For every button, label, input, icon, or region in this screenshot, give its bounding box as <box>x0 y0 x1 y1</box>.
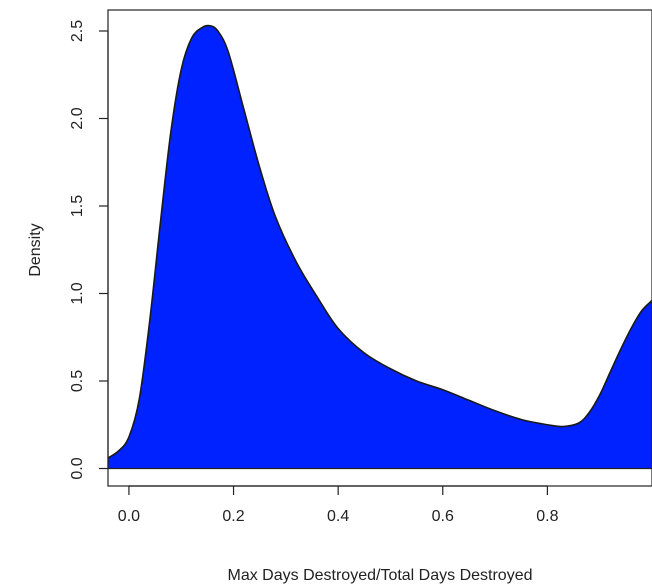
density-area <box>108 25 652 469</box>
y-tick-label: 2.0 <box>69 107 86 129</box>
y-tick-label: 1.0 <box>69 282 86 304</box>
y-tick-label: 0.0 <box>69 457 86 479</box>
y-axis: 0.0 0.5 1.0 1.5 2.0 2.5 <box>69 20 109 480</box>
x-tick-label: 0.4 <box>327 508 349 525</box>
y-axis-label: Density <box>27 223 44 276</box>
x-tick-label: 0.8 <box>536 508 558 525</box>
plot-area <box>107 9 652 487</box>
x-axis: 0.0 0.2 0.4 0.6 0.8 <box>118 485 559 525</box>
x-tick-label: 0.0 <box>118 508 140 525</box>
y-tick-label: 2.5 <box>69 20 86 42</box>
density-line <box>108 24 652 459</box>
y-tick-label: 0.5 <box>69 370 86 392</box>
x-tick-label: 0.2 <box>222 508 244 525</box>
x-tick-label: 0.6 <box>432 508 454 525</box>
y-tick-label: 1.5 <box>69 195 86 217</box>
x-axis-label: Max Days Destroyed/Total Days Destroyed <box>228 567 533 584</box>
